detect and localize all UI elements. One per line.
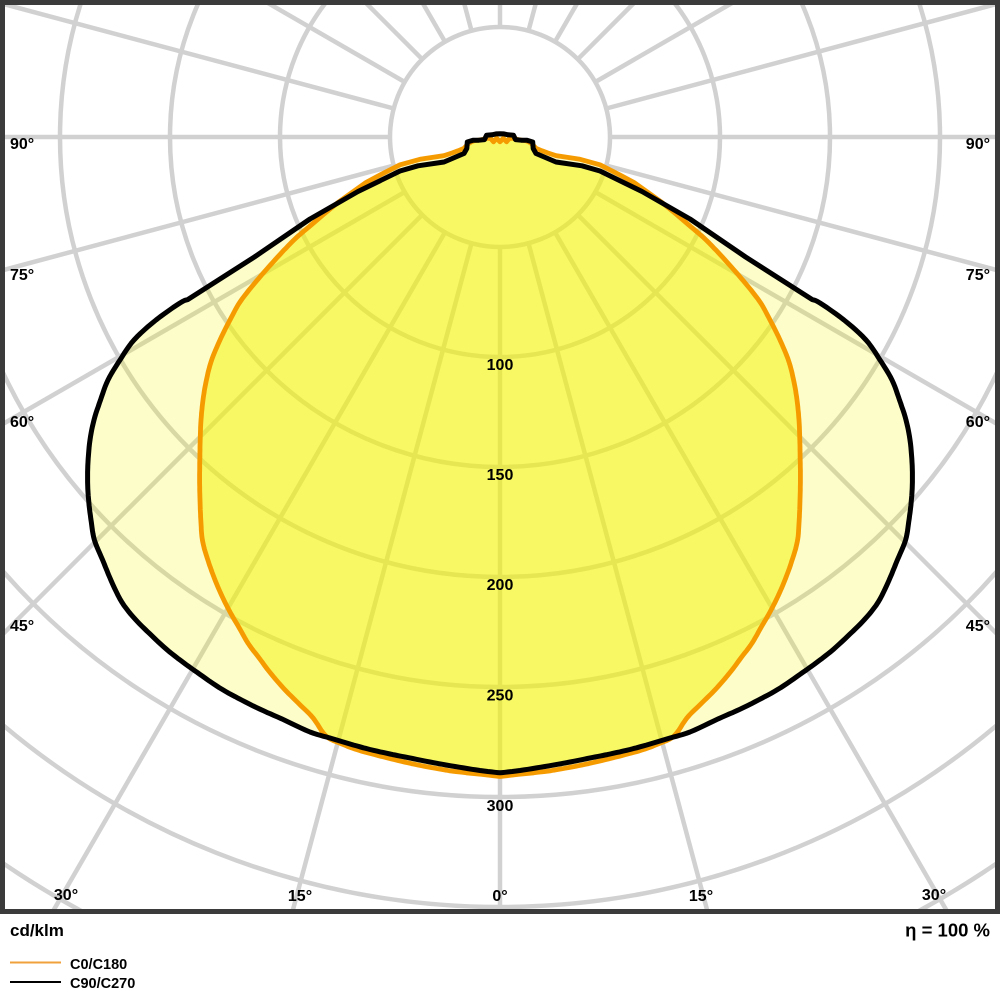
- svg-text:100: 100: [487, 357, 514, 374]
- svg-text:60°: 60°: [966, 414, 990, 431]
- svg-text:15°: 15°: [288, 888, 312, 905]
- svg-text:15°: 15°: [689, 888, 713, 905]
- svg-text:C90/C270: C90/C270: [70, 976, 135, 992]
- svg-text:45°: 45°: [10, 618, 34, 635]
- svg-text:η = 100 %: η = 100 %: [905, 920, 990, 941]
- svg-text:150: 150: [487, 467, 514, 484]
- svg-text:45°: 45°: [966, 618, 990, 635]
- svg-text:60°: 60°: [10, 414, 34, 431]
- svg-text:cd/klm: cd/klm: [10, 921, 64, 940]
- svg-text:300: 300: [487, 798, 514, 815]
- svg-text:75°: 75°: [966, 267, 990, 284]
- svg-text:90°: 90°: [966, 136, 990, 153]
- svg-text:C0/C180: C0/C180: [70, 957, 127, 973]
- svg-text:0°: 0°: [492, 888, 507, 905]
- svg-text:30°: 30°: [54, 887, 78, 904]
- svg-text:75°: 75°: [10, 267, 34, 284]
- svg-text:250: 250: [487, 687, 514, 704]
- svg-text:200: 200: [487, 577, 514, 594]
- svg-text:30°: 30°: [922, 887, 946, 904]
- svg-text:90°: 90°: [10, 136, 34, 153]
